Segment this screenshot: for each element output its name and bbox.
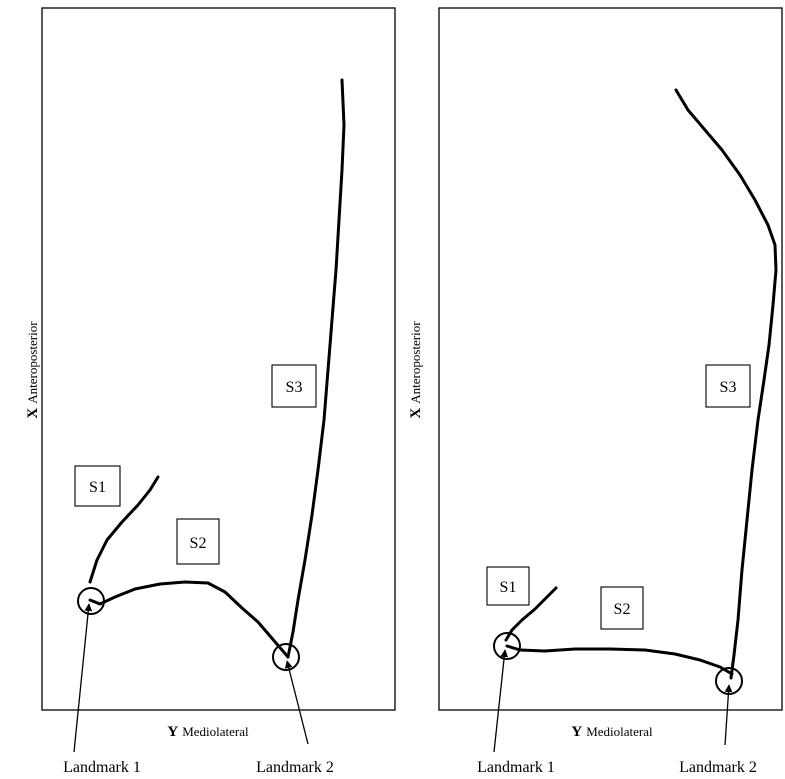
left-panel: XAnteroposterior Y Mediolateral S1 S2 S3 — [25, 7, 396, 776]
right-panel-frame — [438, 7, 783, 711]
left-landmark-2-marker — [272, 643, 300, 671]
right-landmark-1-pointer — [493, 649, 509, 753]
left-trajectory-s3 — [286, 78, 346, 659]
right-panel: XAnteroposterior Y Mediolateral S1 S2 S3 … — [408, 7, 783, 776]
right-trajectory-s2 — [505, 644, 734, 676]
left-segment-s2: S2 — [176, 518, 220, 565]
left-landmark-1-label: Landmark 1 — [63, 759, 141, 776]
left-x-axis-label: XAnteroposterior — [25, 321, 41, 419]
left-segment-s3-label: S3 — [286, 379, 303, 396]
right-trajectory-s1 — [504, 586, 558, 642]
left-segment-s1: S1 — [74, 465, 121, 507]
right-segment-s3: S3 — [705, 364, 751, 408]
left-trajectory-s1 — [88, 475, 160, 584]
left-landmark-2-label: Landmark 2 — [256, 759, 334, 776]
right-landmark-1-label: Landmark 1 — [477, 759, 555, 776]
left-landmark-2-pointer — [284, 660, 309, 745]
right-segment-s3-label: S3 — [720, 379, 737, 396]
right-segment-s1-label: S1 — [500, 579, 517, 596]
right-segment-s2-label: S2 — [614, 601, 631, 618]
left-landmark-1-pointer — [73, 603, 93, 753]
right-landmark-2-label: Landmark 2 — [679, 759, 757, 776]
left-panel-frame — [41, 7, 396, 711]
right-trajectory-s3 — [674, 88, 778, 680]
left-segment-s1-label: S1 — [89, 479, 106, 496]
right-x-axis-label: XAnteroposterior — [408, 321, 424, 419]
right-landmark-1-marker — [493, 632, 521, 660]
left-segment-s3: S3 — [271, 364, 317, 408]
left-trajectory-s2 — [88, 580, 290, 659]
right-y-axis-label: Y Mediolateral — [571, 724, 653, 740]
left-segment-s2-label: S2 — [190, 535, 207, 552]
left-landmark-1-marker — [77, 587, 105, 615]
right-segment-s1: S1 — [486, 566, 530, 606]
right-segment-s2: S2 — [600, 586, 644, 630]
left-y-axis-label: Y Mediolateral — [167, 724, 249, 740]
right-landmark-2-pointer — [724, 684, 733, 746]
